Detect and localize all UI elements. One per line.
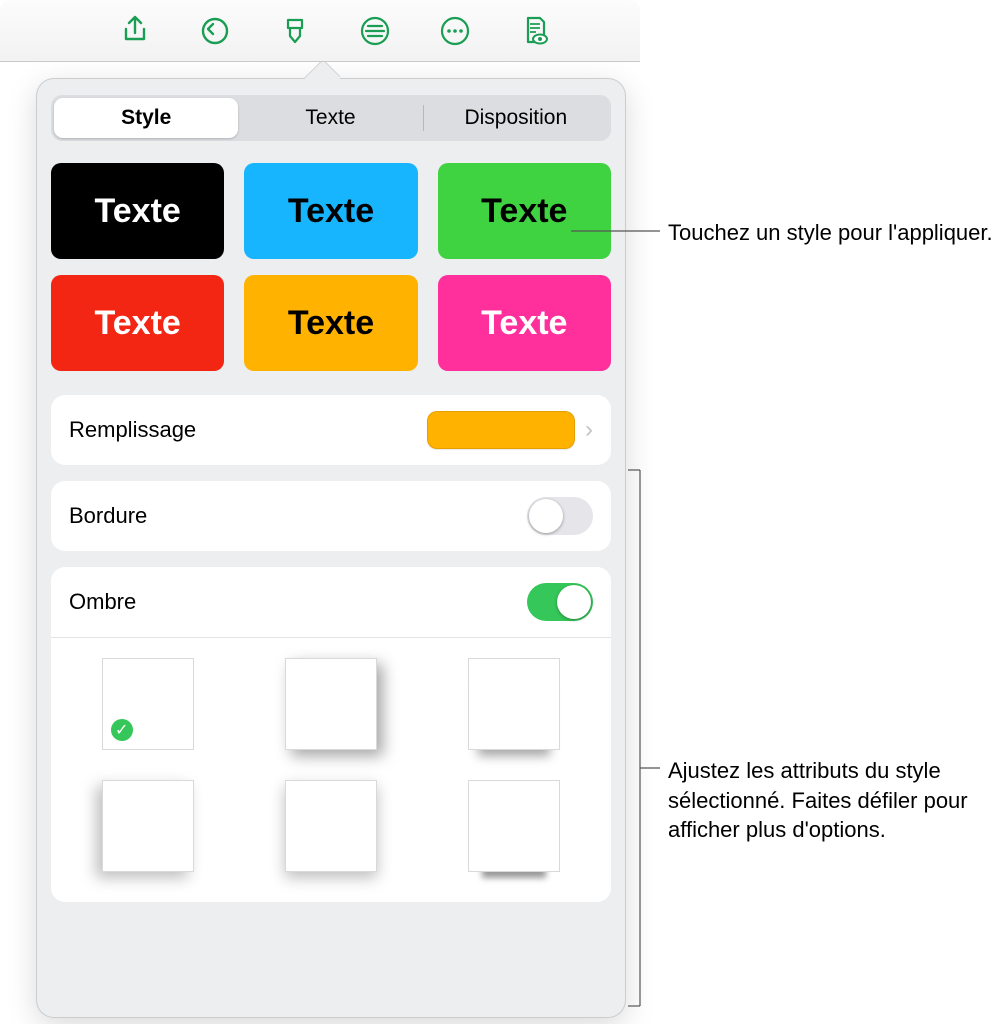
- doc-eye-icon[interactable]: [518, 14, 552, 48]
- swatch-label: Texte: [481, 192, 567, 231]
- style-swatch-grid: Texte Texte Texte Texte Texte Texte: [51, 163, 611, 371]
- callout-text: Ajustez les attributs du style sélection…: [668, 756, 998, 845]
- swatch-label: Texte: [95, 304, 181, 343]
- callout-text: Touchez un style pour l'appliquer.: [668, 218, 998, 248]
- shadow-preset[interactable]: ✓: [102, 658, 194, 750]
- chevron-right-icon: ›: [585, 416, 593, 444]
- shadow-preset[interactable]: [102, 780, 194, 872]
- tab-label: Style: [121, 106, 171, 130]
- align-icon[interactable]: [358, 14, 392, 48]
- undo-icon[interactable]: [198, 14, 232, 48]
- style-swatch[interactable]: Texte: [438, 163, 611, 259]
- style-swatch[interactable]: Texte: [51, 275, 224, 371]
- border-card: Bordure: [51, 481, 611, 551]
- shadow-preset[interactable]: [285, 780, 377, 872]
- shadow-row: Ombre: [51, 567, 611, 637]
- style-swatch[interactable]: Texte: [244, 163, 417, 259]
- popover-arrow: [304, 60, 340, 80]
- brush-icon[interactable]: [278, 14, 312, 48]
- tab-label: Disposition: [464, 106, 567, 130]
- border-toggle[interactable]: [527, 497, 593, 535]
- tab-label: Texte: [305, 106, 355, 130]
- fill-row[interactable]: Remplissage ›: [51, 395, 611, 465]
- tab-bar: Style Texte Disposition: [51, 95, 611, 141]
- share-icon[interactable]: [118, 14, 152, 48]
- shadow-preset[interactable]: [468, 780, 560, 872]
- tab-disposition[interactable]: Disposition: [424, 98, 608, 138]
- swatch-label: Texte: [95, 192, 181, 231]
- more-icon[interactable]: [438, 14, 472, 48]
- tab-style[interactable]: Style: [54, 98, 238, 138]
- fill-color-chip[interactable]: [427, 411, 575, 449]
- fill-label: Remplissage: [69, 417, 427, 443]
- tab-texte[interactable]: Texte: [238, 98, 422, 138]
- style-swatch[interactable]: Texte: [438, 275, 611, 371]
- fill-card: Remplissage ›: [51, 395, 611, 465]
- shadow-preset-grid: ✓: [51, 637, 611, 902]
- check-icon: ✓: [109, 717, 135, 743]
- shadow-card: Ombre ✓: [51, 567, 611, 902]
- swatch-label: Texte: [288, 192, 374, 231]
- swatch-label: Texte: [481, 304, 567, 343]
- style-swatch[interactable]: Texte: [51, 163, 224, 259]
- shadow-preset[interactable]: [468, 658, 560, 750]
- shadow-label: Ombre: [69, 589, 527, 615]
- swatch-label: Texte: [288, 304, 374, 343]
- format-popover: Style Texte Disposition Texte Texte Text…: [36, 78, 626, 1018]
- shadow-toggle[interactable]: [527, 583, 593, 621]
- border-label: Bordure: [69, 503, 527, 529]
- style-swatch[interactable]: Texte: [244, 275, 417, 371]
- border-row: Bordure: [51, 481, 611, 551]
- shadow-preset[interactable]: [285, 658, 377, 750]
- toolbar: [0, 0, 640, 62]
